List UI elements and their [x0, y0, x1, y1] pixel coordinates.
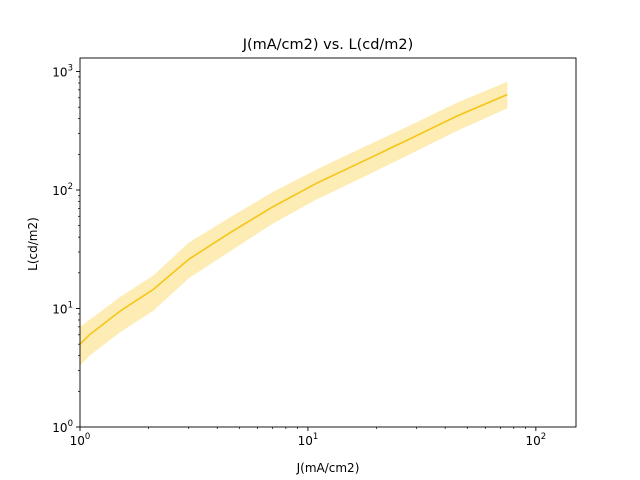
x-tick-label: 100: [70, 432, 91, 448]
series-line: [79, 93, 508, 345]
plot-area: [79, 81, 508, 366]
chart-title: J(mA/cm2) vs. L(cd/m2): [242, 37, 414, 53]
y-tick-label: 103: [52, 64, 73, 80]
y-axis-label: L(cd/m2): [26, 217, 40, 271]
y-tick-label: 100: [52, 419, 73, 435]
axes-frame: [79, 57, 577, 428]
confidence-band: [80, 81, 508, 366]
y-tick-label: 101: [52, 301, 73, 317]
x-tick-label: 101: [298, 432, 319, 448]
y-tick-label: 102: [52, 182, 73, 198]
axes: 100 101 102 100 101 102 103: [52, 57, 577, 448]
x-axis-label: J(mA/cm2): [296, 461, 360, 475]
x-tick-label: 102: [526, 432, 547, 448]
